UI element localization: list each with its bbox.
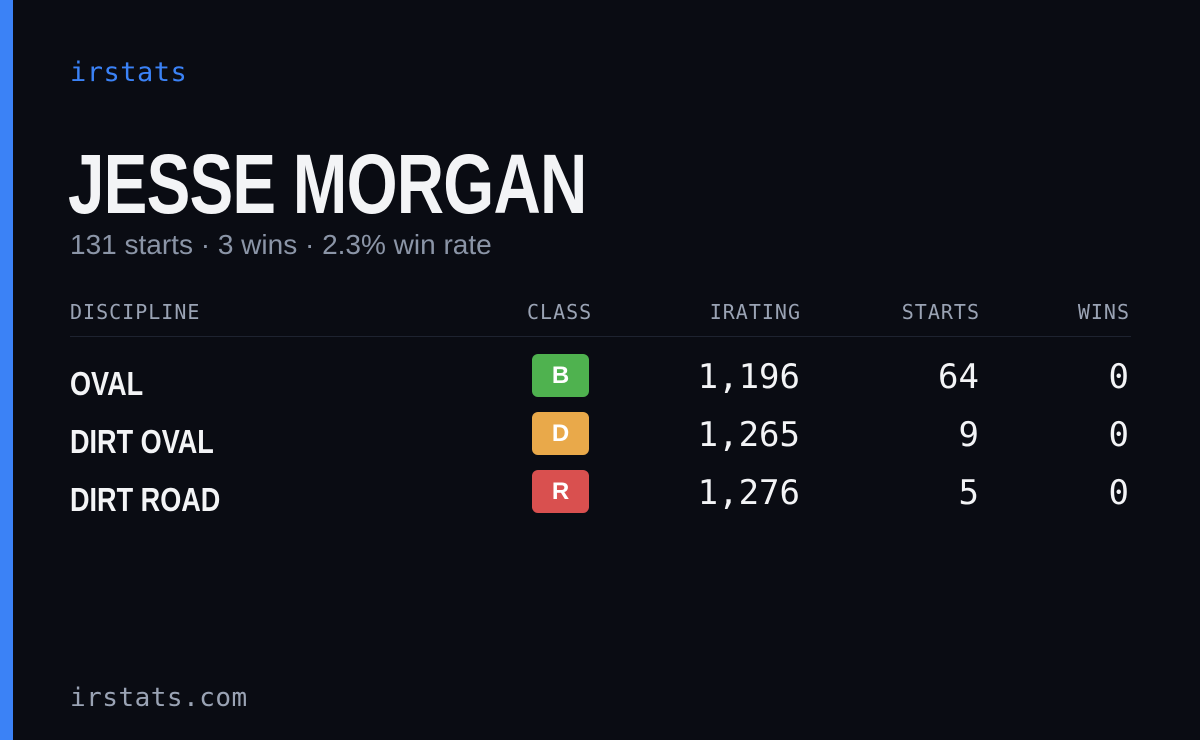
table-row: OVAL B 1,196 64 0 [70,354,1131,412]
irating-value: 1,276 [697,473,800,513]
wins-value: 0 [1108,473,1129,513]
class-badge: R [532,470,589,513]
discipline-name: DIRT ROAD [70,481,221,518]
wins-value: 0 [1108,357,1129,397]
starts-value: 64 [938,357,979,397]
starts-value: 5 [958,473,979,513]
driver-summary: 131 starts · 3 wins · 2.3% win rate [70,229,492,260]
table-header: DISCIPLINE CLASS IRATING STARTS WINS [70,296,1131,337]
class-badge: D [532,412,589,455]
header-irating: IRATING [709,300,801,324]
wins-value: 0 [1108,415,1129,455]
header-wins: WINS [1077,300,1130,324]
driver-name: JESSE MORGAN [68,137,587,231]
discipline-name: DIRT OVAL [70,423,214,460]
brand-logo: irstats [70,57,188,88]
header-class: CLASS [527,300,593,324]
site-url: irstats.com [70,683,248,713]
discipline-table: DISCIPLINE CLASS IRATING STARTS WINS OVA… [70,296,1131,528]
discipline-name: OVAL [70,365,144,402]
class-badge: B [532,354,589,397]
header-discipline: DISCIPLINE [70,300,201,324]
irating-value: 1,265 [697,415,800,455]
header-starts: STARTS [901,300,980,324]
table-body: OVAL B 1,196 64 0 DIRT OVAL D 1,265 9 0 … [70,337,1131,528]
starts-value: 9 [958,415,979,455]
irating-value: 1,196 [697,357,800,397]
table-row: DIRT ROAD R 1,276 5 0 [70,470,1131,528]
table-row: DIRT OVAL D 1,265 9 0 [70,412,1131,470]
accent-bar [0,0,13,740]
